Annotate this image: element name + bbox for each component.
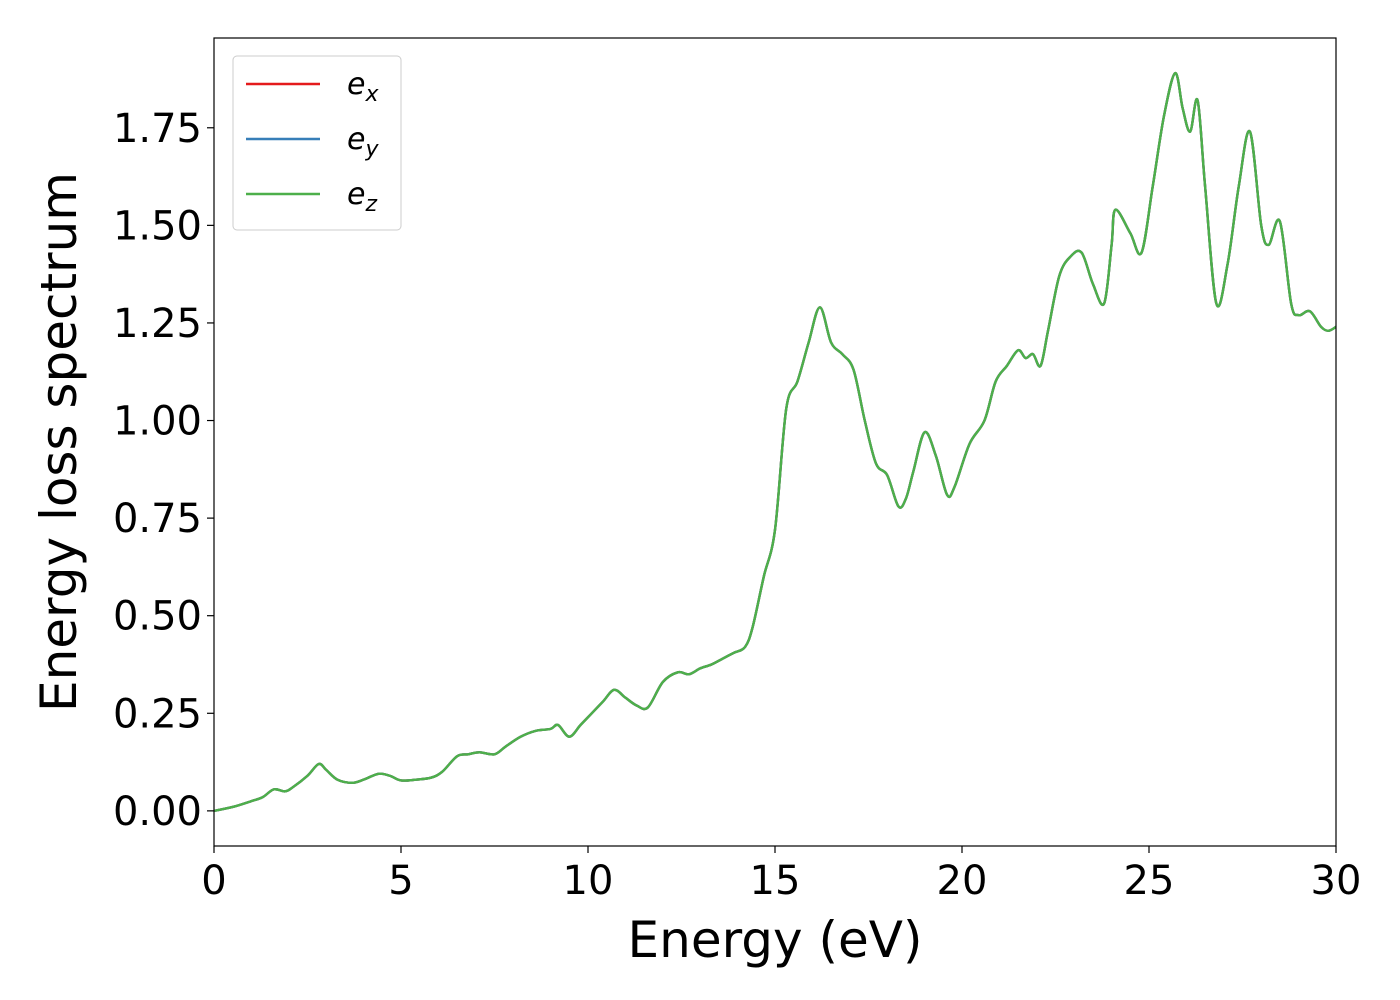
y-tick-label: 1.50: [113, 203, 202, 249]
x-tick-label: 20: [937, 858, 988, 904]
legend-label-e-y: ey: [347, 122, 379, 162]
legend-label-e-x: ex: [347, 67, 379, 107]
y-tick-label: 0.50: [113, 594, 202, 640]
x-tick-label: 5: [388, 858, 413, 904]
y-tick-label: 1.75: [113, 106, 202, 152]
x-axis-label: Energy (eV): [628, 911, 923, 969]
y-tick-label: 0.00: [113, 789, 202, 835]
x-tick-label: 10: [563, 858, 614, 904]
y-tick-label: 1.00: [113, 399, 202, 445]
x-tick-label: 30: [1311, 858, 1362, 904]
y-axis-label: Energy loss spectrum: [30, 172, 88, 712]
y-tick-label: 0.75: [113, 496, 202, 542]
y-tick-label: 1.25: [113, 301, 202, 347]
y-tick-label: 0.25: [113, 691, 202, 737]
legend-box: [232, 55, 402, 231]
x-tick-label: 15: [750, 858, 801, 904]
series-line-e-z: [213, 71, 1337, 813]
series-layer: [213, 71, 1337, 813]
x-tick-label: 25: [1124, 858, 1175, 904]
y-axis-ticks: 0.00 0.25 0.50 0.75 1.00 1.25 1.50 1.75: [113, 106, 214, 835]
x-axis-ticks: 0 5 10 15 20 25 30: [201, 846, 1361, 904]
x-tick-label: 0: [201, 858, 226, 904]
